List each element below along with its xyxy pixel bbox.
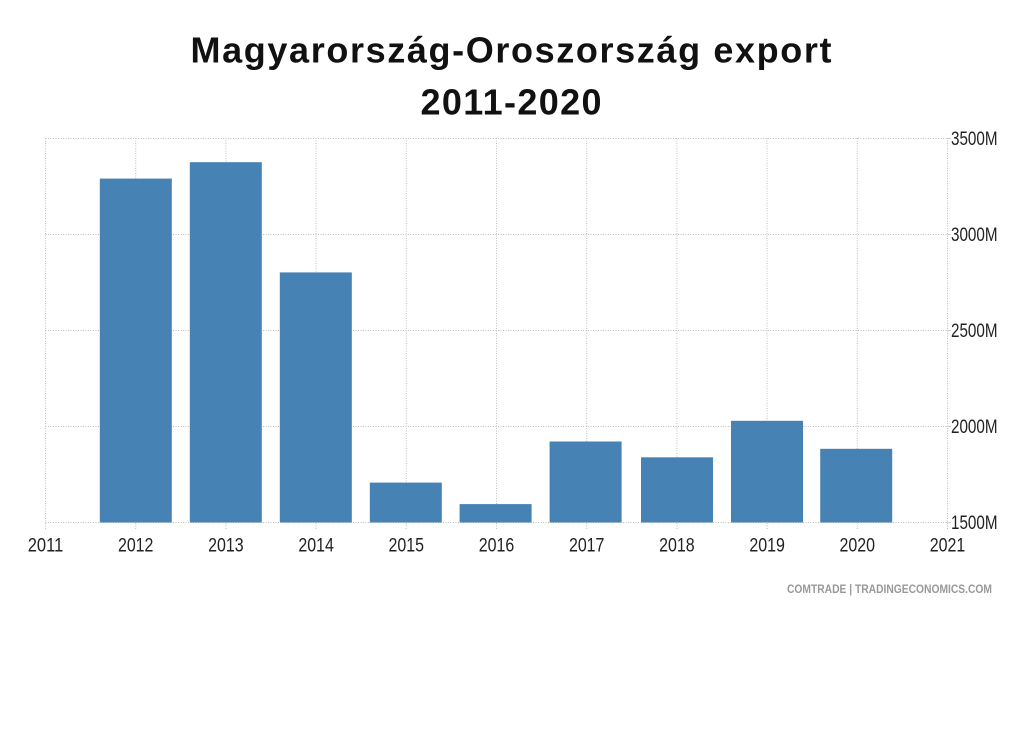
svg-text:2000M: 2000M	[951, 416, 998, 438]
svg-text:2014: 2014	[298, 535, 334, 557]
svg-text:3500M: 3500M	[951, 128, 998, 150]
svg-text:2011-2020: 2011-2020	[421, 82, 602, 123]
svg-text:2020: 2020	[840, 535, 876, 557]
svg-text:2019: 2019	[749, 535, 785, 557]
svg-text:2012: 2012	[118, 535, 154, 557]
svg-text:2021: 2021	[930, 535, 966, 557]
svg-text:2500M: 2500M	[951, 320, 998, 342]
svg-text:1500M: 1500M	[951, 512, 998, 534]
svg-text:COMTRADE | TRADINGECONOMICS.CO: COMTRADE | TRADINGECONOMICS.COM	[787, 582, 992, 596]
svg-text:2011: 2011	[28, 535, 64, 557]
svg-text:2017: 2017	[569, 535, 605, 557]
svg-text:2016: 2016	[479, 535, 515, 557]
svg-text:Magyarország-Oroszország expor: Magyarország-Oroszország export	[191, 30, 832, 71]
svg-text:2013: 2013	[208, 535, 244, 557]
svg-text:2015: 2015	[389, 535, 425, 557]
svg-text:3000M: 3000M	[951, 224, 998, 246]
svg-text:2018: 2018	[659, 535, 695, 557]
